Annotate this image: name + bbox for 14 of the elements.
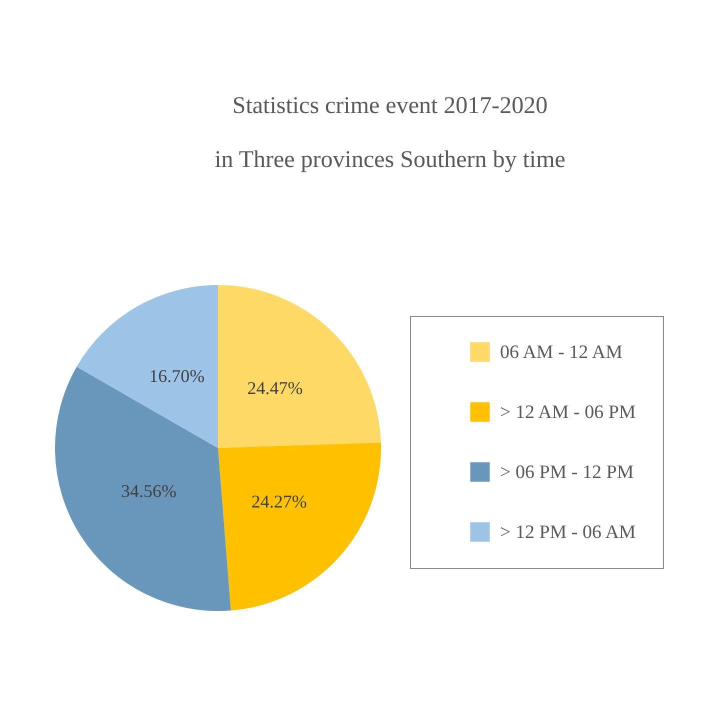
- legend-label: 06 AM - 12 AM: [500, 342, 623, 363]
- data-label: 24.47%: [247, 378, 303, 398]
- pie-slice: [218, 285, 381, 448]
- pie-slice: [218, 442, 381, 610]
- data-label: 34.56%: [120, 480, 176, 501]
- pie-slice: [55, 366, 231, 611]
- pie-slice: [76, 285, 218, 448]
- legend-label: > 12 PM - 06 AM: [500, 522, 636, 543]
- chart-subtitle: in Three provinces Southern by time: [214, 147, 566, 173]
- legend-label: > 12 AM - 06 PM: [500, 402, 636, 423]
- chart-title: Statistics crime event 2017-2020: [232, 93, 548, 119]
- legend-label: > 06 PM - 12 PM: [500, 462, 634, 483]
- data-label: 24.27%: [251, 492, 307, 512]
- data-label: 16.70%: [149, 366, 205, 386]
